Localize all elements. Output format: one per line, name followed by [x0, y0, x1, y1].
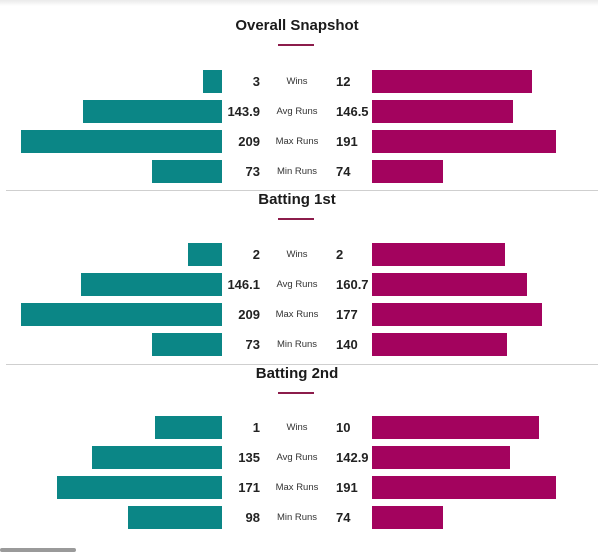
team-b-bar	[372, 303, 542, 326]
team-b-value: 140	[336, 337, 358, 352]
team-b-bar	[372, 160, 443, 183]
metric-label: Avg Runs	[276, 106, 318, 117]
team-b-value: 74	[336, 510, 351, 525]
team-b-bar	[372, 70, 532, 93]
metric-label: Max Runs	[275, 136, 319, 147]
metric-label: Wins	[286, 249, 308, 260]
horizontal-scrollbar[interactable]	[0, 548, 76, 552]
stat-row: 171 Max Runs 191	[0, 476, 598, 499]
top-shadow	[0, 0, 598, 6]
team-a-bar	[92, 446, 222, 469]
metric-label: Avg Runs	[276, 279, 318, 290]
team-b-value: 191	[336, 134, 358, 149]
team-b-bar	[372, 100, 513, 123]
team-a-bar	[21, 130, 222, 153]
team-a-bar	[83, 100, 222, 123]
team-b-value: 146.5	[336, 104, 369, 119]
team-a-value: 98	[245, 510, 260, 525]
team-a-bar	[152, 333, 222, 356]
team-a-bar	[155, 416, 222, 439]
team-a-value: 3	[252, 74, 260, 89]
team-a-value: 171	[238, 480, 260, 495]
title-underline	[278, 392, 314, 394]
team-a-value: 143.9	[227, 104, 260, 119]
stat-row: 135 Avg Runs 142.9	[0, 446, 598, 469]
team-b-value: 12	[336, 74, 351, 89]
team-b-bar	[372, 243, 505, 266]
stat-row: 209 Max Runs 191	[0, 130, 598, 153]
metric-label: Min Runs	[276, 166, 318, 177]
section-title: Overall Snapshot	[235, 17, 359, 34]
team-b-value: 10	[336, 420, 351, 435]
team-b-value: 142.9	[336, 450, 369, 465]
stat-row: 3 Wins 12	[0, 70, 598, 93]
title-underline	[278, 218, 314, 220]
team-a-bar	[203, 70, 222, 93]
metric-label: Wins	[286, 76, 308, 87]
section-divider	[6, 364, 598, 365]
team-a-value: 73	[245, 337, 260, 352]
team-a-bar	[188, 243, 222, 266]
stat-row: 2 Wins 2	[0, 243, 598, 266]
team-a-bar	[81, 273, 222, 296]
team-b-bar	[372, 476, 556, 499]
title-underline	[278, 44, 314, 46]
team-a-value: 1	[252, 420, 260, 435]
stat-row: 209 Max Runs 177	[0, 303, 598, 326]
team-a-value: 209	[238, 307, 260, 322]
team-b-value: 160.7	[336, 277, 369, 292]
stat-row: 98 Min Runs 74	[0, 506, 598, 529]
team-a-bar	[128, 506, 222, 529]
team-b-value: 191	[336, 480, 358, 495]
team-b-value: 177	[336, 307, 358, 322]
team-a-bar	[152, 160, 222, 183]
metric-label: Min Runs	[276, 339, 318, 350]
team-b-bar	[372, 333, 507, 356]
team-a-bar	[57, 476, 222, 499]
stat-row: 146.1 Avg Runs 160.7	[0, 273, 598, 296]
team-b-bar	[372, 130, 556, 153]
section-title: Batting 1st	[258, 191, 336, 208]
stat-row: 73 Min Runs 74	[0, 160, 598, 183]
stat-row: 73 Min Runs 140	[0, 333, 598, 356]
metric-label: Max Runs	[275, 309, 319, 320]
section-title: Batting 2nd	[255, 365, 339, 382]
metric-label: Min Runs	[276, 512, 318, 523]
team-a-value: 2	[252, 247, 260, 262]
team-b-value: 74	[336, 164, 351, 179]
team-a-value: 209	[238, 134, 260, 149]
team-b-bar	[372, 416, 539, 439]
team-a-value: 73	[245, 164, 260, 179]
metric-label: Max Runs	[275, 482, 319, 493]
team-a-bar	[21, 303, 222, 326]
stat-row: 1 Wins 10	[0, 416, 598, 439]
section-divider	[6, 190, 598, 191]
team-b-bar	[372, 273, 527, 296]
team-b-bar	[372, 446, 510, 469]
metric-label: Avg Runs	[276, 452, 318, 463]
team-a-value: 146.1	[227, 277, 260, 292]
stat-row: 143.9 Avg Runs 146.5	[0, 100, 598, 123]
metric-label: Wins	[286, 422, 308, 433]
team-b-bar	[372, 506, 443, 529]
team-a-value: 135	[238, 450, 260, 465]
team-b-value: 2	[336, 247, 344, 262]
